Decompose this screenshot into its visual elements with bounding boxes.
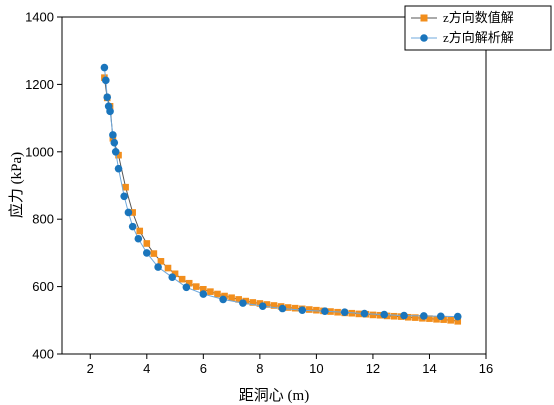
legend: z方向数值解 z方向解析解	[404, 5, 552, 51]
data-point-square	[178, 275, 186, 283]
data-point-square	[157, 258, 165, 265]
data-point-square	[440, 316, 447, 323]
data-point-square	[185, 279, 193, 287]
data-point-square	[192, 283, 200, 290]
data-point-circle	[278, 304, 287, 313]
data-point-circle	[114, 164, 123, 173]
data-point-circle	[143, 249, 151, 257]
series-layer	[100, 63, 462, 325]
data-point-circle	[134, 234, 143, 243]
data-point-square	[129, 209, 136, 216]
data-point-circle	[154, 263, 162, 271]
data-point-circle	[258, 302, 267, 310]
data-point-circle	[420, 312, 428, 320]
x-tick-label: 10	[309, 361, 323, 376]
data-point-circle	[239, 299, 247, 307]
data-point-square	[136, 227, 144, 235]
y-tick-label: 400	[32, 347, 54, 362]
y-tick-label: 1400	[25, 10, 54, 25]
legend-marker-analytical	[420, 34, 428, 42]
data-point-circle	[110, 138, 119, 147]
data-point-square	[115, 151, 122, 159]
data-point-circle	[168, 273, 177, 281]
data-point-circle	[219, 295, 227, 304]
y-tick-label: 600	[32, 279, 54, 294]
data-point-circle	[102, 76, 110, 85]
data-point-circle	[321, 307, 329, 316]
plot-frame	[61, 16, 487, 355]
data-point-square	[228, 294, 235, 302]
legend-label-analytical: z方向解析解	[443, 30, 514, 45]
data-point-circle	[100, 63, 109, 72]
data-point-circle	[124, 208, 133, 217]
data-point-square	[270, 302, 278, 309]
data-point-square	[355, 310, 363, 318]
data-point-square	[214, 290, 221, 298]
data-point-circle	[298, 306, 307, 314]
data-point-circle	[453, 312, 462, 321]
data-point-square	[348, 309, 356, 317]
data-point-circle	[380, 310, 389, 319]
data-point-circle	[103, 93, 112, 102]
data-point-square	[122, 183, 129, 191]
data-point-square	[263, 301, 271, 308]
data-point-square	[376, 311, 384, 319]
series-line	[103, 67, 458, 318]
y-axis-title: 应力 (kPa)	[7, 152, 25, 218]
data-point-square	[164, 264, 172, 272]
data-point-square	[313, 306, 320, 314]
data-point-square	[454, 318, 462, 325]
data-point-circle	[199, 290, 208, 298]
data-point-square	[306, 306, 313, 313]
data-point-square	[433, 315, 440, 323]
data-point-square	[171, 270, 179, 278]
x-tick-label: 14	[422, 361, 436, 376]
x-axis-title: 距洞心 (m)	[239, 387, 309, 404]
data-point-circle	[400, 311, 408, 320]
x-tick-label: 6	[200, 361, 207, 376]
x-tick-label: 4	[143, 361, 150, 376]
data-point-square	[390, 312, 398, 320]
legend-box	[404, 5, 552, 51]
legend-marker-numerical	[420, 14, 428, 22]
data-point-circle	[182, 283, 191, 292]
data-point-square	[369, 311, 377, 319]
data-point-circle	[106, 107, 114, 116]
data-point-square	[150, 250, 158, 257]
data-point-circle	[128, 222, 137, 231]
data-point-circle	[109, 131, 117, 139]
data-point-circle	[360, 309, 369, 318]
data-point-square	[412, 314, 419, 321]
y-tick-label: 1000	[25, 144, 54, 159]
data-point-square	[143, 240, 151, 247]
data-point-circle	[436, 312, 445, 321]
series-2	[100, 63, 462, 321]
x-tick-label: 16	[479, 361, 493, 376]
y-tick-label: 1200	[25, 77, 54, 92]
series-1	[101, 74, 462, 325]
data-point-circle	[340, 308, 349, 317]
plot-area	[61, 16, 487, 355]
data-point-square	[207, 288, 214, 295]
x-tick-label: 12	[366, 361, 380, 376]
data-point-circle	[111, 148, 120, 156]
data-point-circle	[120, 192, 128, 201]
data-point-square	[404, 313, 412, 321]
data-point-square	[200, 285, 207, 293]
data-point-square	[284, 304, 292, 311]
data-point-square	[235, 296, 242, 303]
x-tick-label: 2	[87, 361, 94, 376]
y-tick-label: 800	[32, 212, 54, 227]
legend-label-numerical: z方向数值解	[443, 10, 514, 25]
data-point-square	[256, 300, 264, 307]
series-line	[103, 77, 458, 322]
data-point-square	[291, 304, 299, 312]
data-point-square	[447, 317, 454, 324]
x-tick-label: 8	[256, 361, 263, 376]
data-point-square	[426, 315, 433, 322]
data-point-square	[249, 299, 257, 306]
axis-ticks: 2 4 6 8 10 12 14 16 400 600 800 1000 1200 1400	[25, 10, 493, 377]
